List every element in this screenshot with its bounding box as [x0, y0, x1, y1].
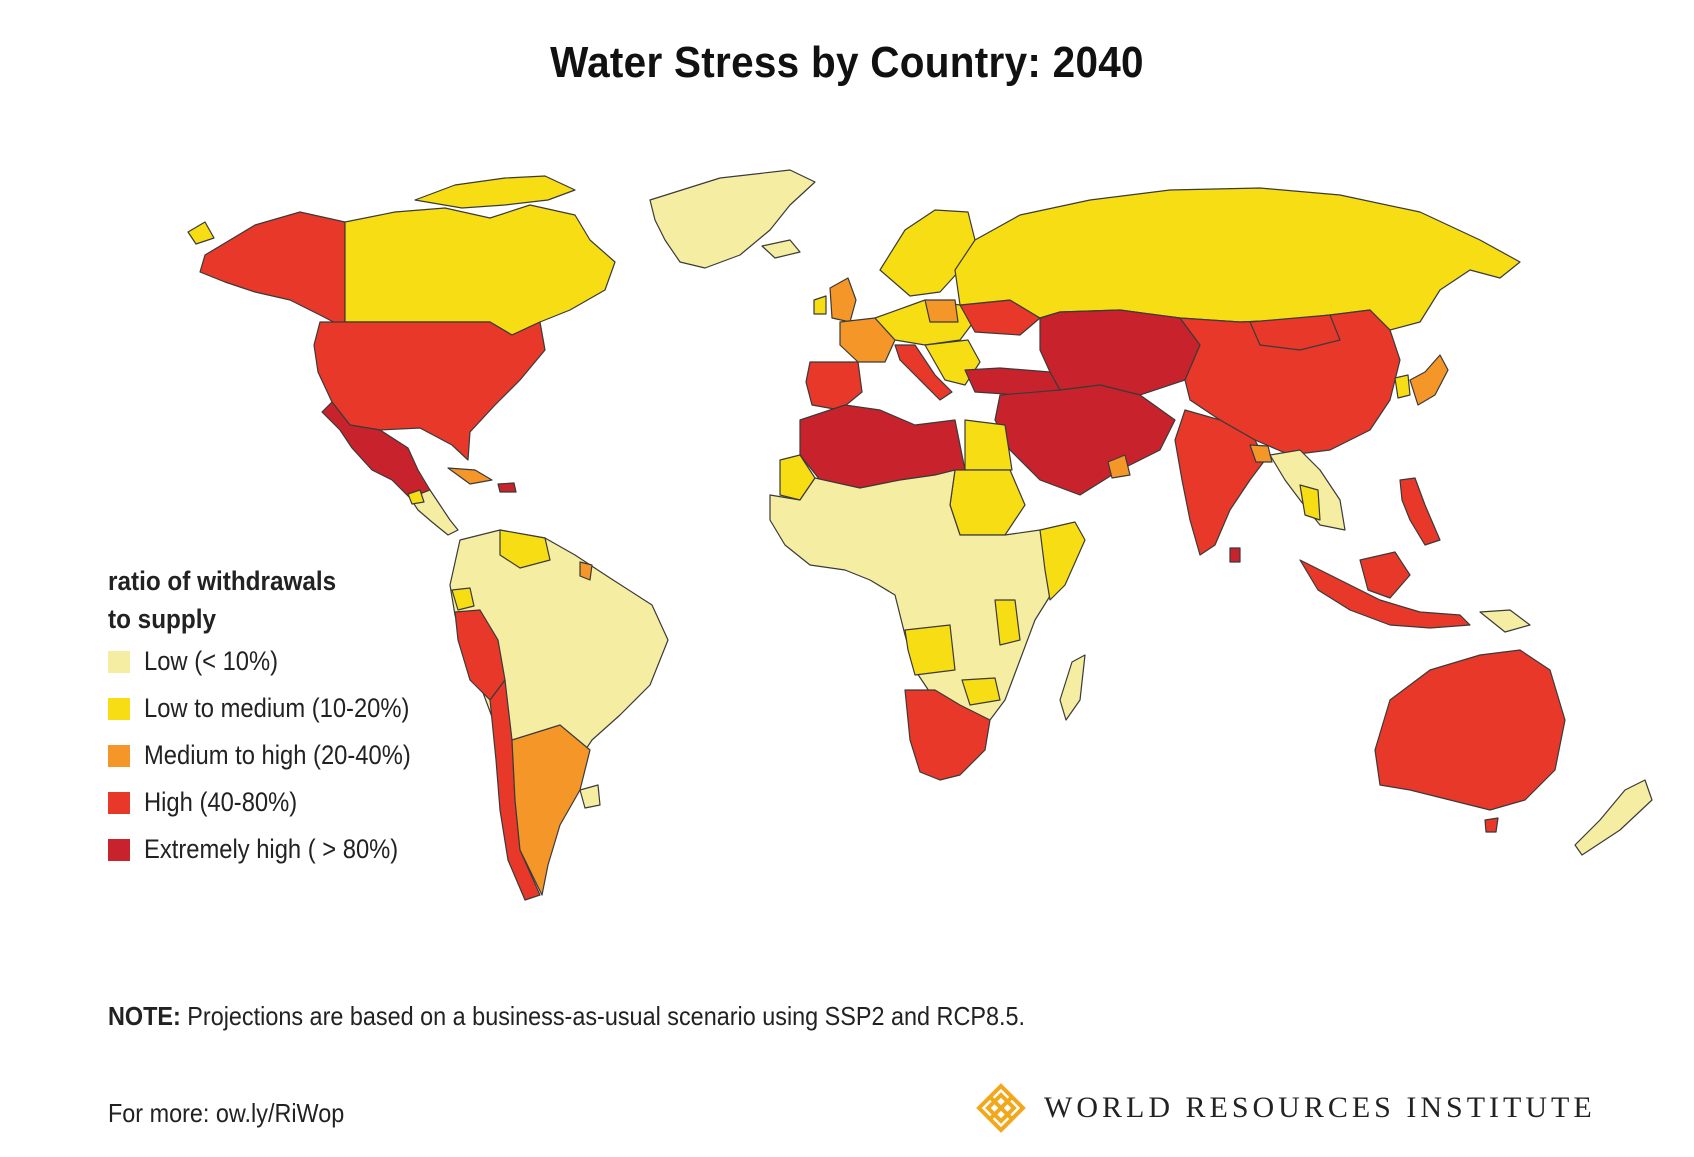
region-guatemala [407, 489, 425, 505]
region-poland [924, 299, 959, 323]
region-korea [1394, 374, 1411, 399]
legend-label-high: High (40-80%) [144, 787, 298, 817]
region-borneo [1359, 551, 1411, 599]
legend-swatch-extremely-high [108, 838, 130, 861]
region-venezuela [499, 529, 551, 569]
region-sri-lanka [1229, 547, 1241, 563]
region-russia [954, 187, 1521, 331]
region-tasmania [1484, 817, 1499, 833]
legend-item-medium-to-high: Medium to high (20-40%) [108, 732, 447, 779]
legend-item-extremely-high: Extremely high ( > 80%) [108, 826, 447, 873]
wri-logo-icon [976, 1083, 1026, 1133]
region-zambia [961, 677, 1001, 706]
legend-label-low-to-medium: Low to medium (10-20%) [144, 693, 410, 723]
region-suriname [579, 561, 593, 581]
region-madagascar [1059, 654, 1086, 721]
region-alaska-island [187, 221, 215, 245]
legend-title-line2: to supply [108, 604, 216, 634]
legend-label-low: Low (< 10%) [144, 646, 279, 676]
legend-item-high: High (40-80%) [108, 779, 447, 826]
legend-swatch-low [108, 650, 130, 673]
region-egypt [964, 419, 1013, 471]
legend-swatch-high [108, 791, 130, 814]
note: NOTE: Projections are based on a busines… [108, 1001, 1025, 1032]
map-title: Water Stress by Country: 2040 [550, 38, 1144, 87]
region-canada [344, 204, 616, 336]
region-argentina [511, 724, 591, 896]
note-label: NOTE: [108, 1001, 181, 1031]
region-iberia [805, 361, 863, 411]
region-uk [829, 277, 857, 323]
region-sudan [949, 469, 1026, 536]
note-text: Projections are based on a business-as-u… [180, 1001, 1025, 1031]
legend-label-medium-to-high: Medium to high (20-40%) [144, 740, 411, 770]
region-hispaniola [497, 482, 517, 493]
region-chile [489, 679, 541, 901]
legend: ratio of withdrawals to supply Low (< 10… [108, 562, 447, 873]
region-bangladesh [1249, 444, 1273, 463]
region-korea-japan [1409, 354, 1449, 406]
legend-title-line1: ratio of withdrawals [108, 566, 337, 596]
region-central-asia [1039, 309, 1201, 396]
region-southern-africa [904, 689, 991, 781]
region-india [1174, 409, 1266, 556]
legend-label-extremely-high: Extremely high ( > 80%) [144, 834, 399, 864]
region-angola [904, 624, 956, 676]
region-png [1479, 609, 1531, 633]
region-tanzania [994, 599, 1021, 646]
region-usa [313, 321, 546, 461]
region-sub-saharan [769, 469, 1066, 726]
brand-name: WORLD RESOURCES INSTITUTE [1044, 1091, 1596, 1124]
legend-item-low: Low (< 10%) [108, 638, 447, 685]
more-info-link[interactable]: For more: ow.ly/RiWop [108, 1098, 345, 1128]
legend-item-low-to-medium: Low to medium (10-20%) [108, 685, 447, 732]
region-uruguay [579, 784, 601, 809]
region-philippines [1399, 477, 1441, 546]
brand: WORLD RESOURCES INSTITUTE [976, 1083, 1596, 1133]
region-iceland [761, 239, 801, 259]
region-somalia [1039, 521, 1086, 601]
region-ireland [813, 295, 827, 315]
region-ecuador [451, 587, 475, 611]
region-greenland [649, 169, 816, 269]
legend-swatch-low-to-medium [108, 697, 130, 720]
region-oman [1107, 454, 1131, 479]
region-mongolia [1249, 314, 1341, 351]
region-thailand [1299, 484, 1321, 521]
region-australia [1374, 649, 1566, 811]
region-middle-east [994, 384, 1176, 496]
region-indonesia [1299, 559, 1471, 629]
region-alaska [199, 211, 346, 329]
region-canada-islands [414, 175, 576, 209]
region-cuba [447, 467, 493, 485]
legend-title: ratio of withdrawals to supply [108, 562, 413, 638]
region-italy [894, 344, 953, 401]
legend-swatch-medium-to-high [108, 744, 130, 767]
region-new-zealand [1574, 779, 1653, 856]
